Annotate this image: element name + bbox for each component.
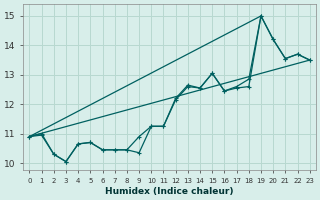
X-axis label: Humidex (Indice chaleur): Humidex (Indice chaleur) xyxy=(105,187,234,196)
